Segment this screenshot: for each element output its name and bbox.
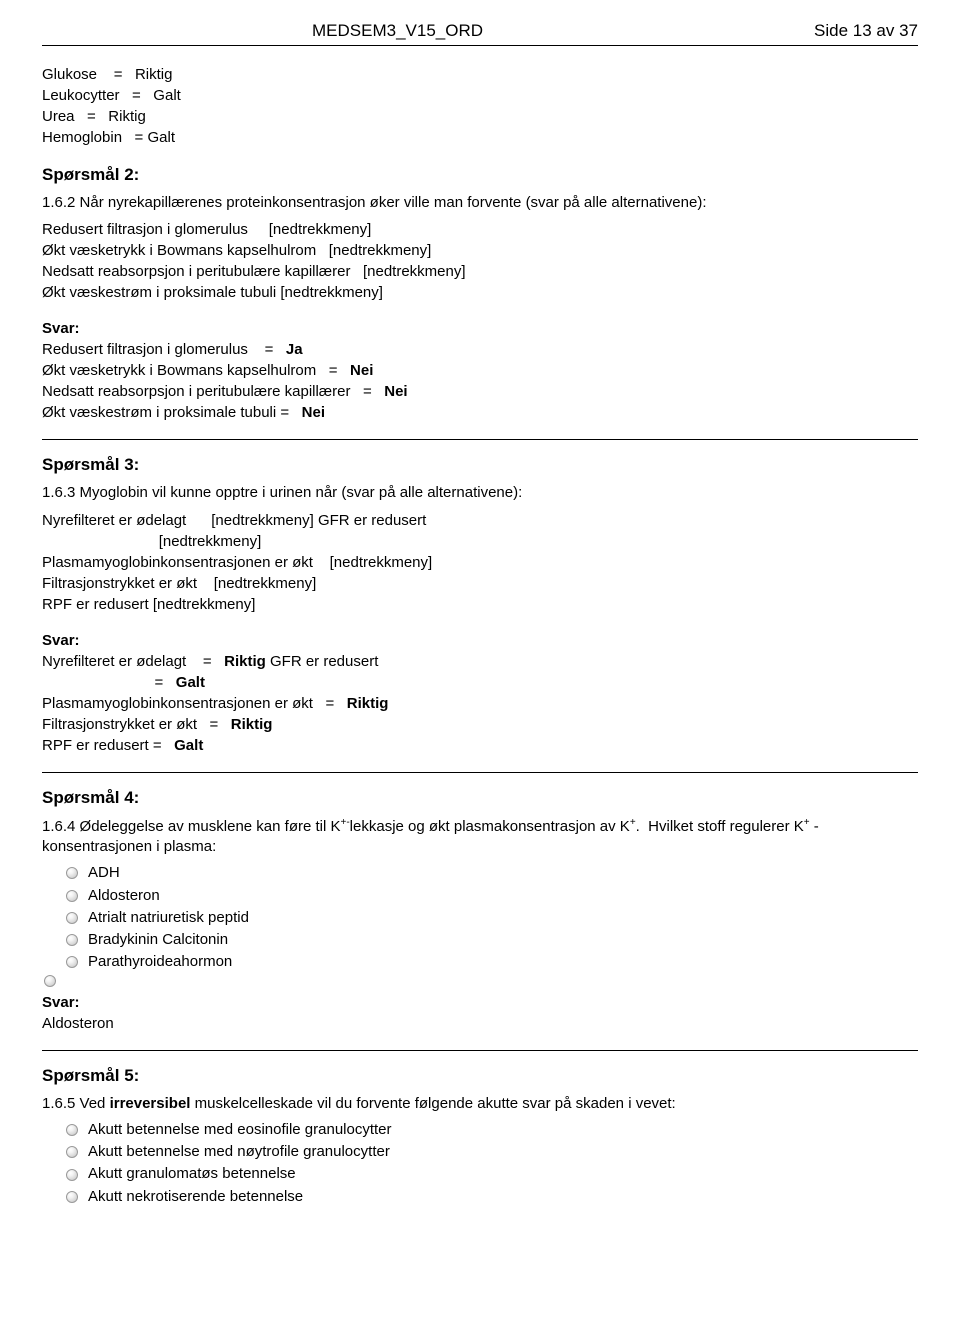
answer-line: Plasmamyoglobinkonsentrasjonen er økt = … bbox=[42, 693, 918, 714]
radio-option[interactable]: Akutt betennelse med eosinofile granuloc… bbox=[42, 1120, 918, 1140]
question-prompt: 1.6.5 Ved irreversibel muskelcelleskade … bbox=[42, 1094, 918, 1114]
answer-line: Filtrasjonstrykket er økt = Riktig bbox=[42, 714, 918, 735]
radio-option-blank[interactable] bbox=[42, 975, 918, 987]
answer-label: Svar: bbox=[42, 319, 918, 339]
option-line: RPF er redusert [nedtrekkmeny] bbox=[42, 594, 918, 615]
question-4: Spørsmål 4: 1.6.4 Ødeleggelse av musklen… bbox=[42, 787, 918, 1034]
radio-option[interactable]: Akutt nekrotiserende betennelse bbox=[42, 1187, 918, 1207]
section-divider bbox=[42, 1050, 918, 1051]
radio-option[interactable]: Parathyroideahormon bbox=[42, 952, 918, 972]
question-title: Spørsmål 4: bbox=[42, 787, 918, 810]
question-title: Spørsmål 2: bbox=[42, 164, 918, 187]
question-prompt: 1.6.3 Myoglobin vil kunne opptre i urine… bbox=[42, 483, 918, 503]
answer-label: Svar: bbox=[42, 631, 918, 651]
option-line: Økt væsketrykk i Bowmans kapselhulrom [n… bbox=[42, 240, 918, 261]
question-2: Spørsmål 2: 1.6.2 Når nyrekapillærenes p… bbox=[42, 164, 918, 423]
page-header: MEDSEM3_V15_ORD Side 13 av 37 bbox=[42, 20, 918, 43]
option-line: Økt væskestrøm i proksimale tubuli [nedt… bbox=[42, 282, 918, 303]
answer-line: Økt væsketrykk i Bowmans kapselhulrom = … bbox=[42, 360, 918, 381]
option-label: Akutt betennelse med eosinofile granuloc… bbox=[88, 1120, 392, 1140]
doc-id: MEDSEM3_V15_ORD bbox=[42, 20, 483, 43]
question-prompt: 1.6.2 Når nyrekapillærenes proteinkonsen… bbox=[42, 193, 918, 213]
header-divider bbox=[42, 45, 918, 46]
answer-line: Redusert filtrasjon i glomerulus = Ja bbox=[42, 339, 918, 360]
option-line: [nedtrekkmeny] bbox=[42, 531, 918, 552]
intro-line: Glukose = Riktig bbox=[42, 64, 918, 85]
option-label: Akutt betennelse med nøytrofile granuloc… bbox=[88, 1142, 390, 1162]
option-label: ADH bbox=[88, 863, 120, 883]
question-prompt: 1.6.4 Ødeleggelse av musklene kan føre t… bbox=[42, 816, 918, 858]
answer-value: Aldosteron bbox=[42, 1013, 918, 1034]
option-label: Atrialt natriuretisk peptid bbox=[88, 908, 249, 928]
option-line: Nedsatt reabsorpsjon i peritubulære kapi… bbox=[42, 261, 918, 282]
radio-option[interactable]: Atrialt natriuretisk peptid bbox=[42, 908, 918, 928]
radio-icon[interactable] bbox=[66, 956, 78, 968]
answer-line: = Galt bbox=[42, 672, 918, 693]
answer-line: Økt væskestrøm i proksimale tubuli = Nei bbox=[42, 402, 918, 423]
radio-option[interactable]: ADH bbox=[42, 863, 918, 883]
answer-line: Nedsatt reabsorpsjon i peritubulære kapi… bbox=[42, 381, 918, 402]
radio-options: ADH Aldosteron Atrialt natriuretisk pept… bbox=[42, 863, 918, 986]
radio-icon[interactable] bbox=[66, 1191, 78, 1203]
question-title: Spørsmål 5: bbox=[42, 1065, 918, 1088]
answer-line: Nyrefilteret er ødelagt = Riktig GFR er … bbox=[42, 651, 918, 672]
option-label: Bradykinin Calcitonin bbox=[88, 930, 228, 950]
page-number: Side 13 av 37 bbox=[814, 20, 918, 43]
radio-option[interactable]: Aldosteron bbox=[42, 886, 918, 906]
radio-icon[interactable] bbox=[66, 912, 78, 924]
radio-icon[interactable] bbox=[66, 867, 78, 879]
intro-line: Urea = Riktig bbox=[42, 106, 918, 127]
answer-label: Svar: bbox=[42, 993, 918, 1013]
option-line: Plasmamyoglobinkonsentrasjonen er økt [n… bbox=[42, 552, 918, 573]
radio-option[interactable]: Akutt granulomatøs betennelse bbox=[42, 1164, 918, 1184]
option-label: Akutt granulomatøs betennelse bbox=[88, 1164, 296, 1184]
option-line: Filtrasjonstrykket er økt [nedtrekkmeny] bbox=[42, 573, 918, 594]
option-line: Nyrefilteret er ødelagt [nedtrekkmeny] G… bbox=[42, 510, 918, 531]
option-line: Redusert filtrasjon i glomerulus [nedtre… bbox=[42, 219, 918, 240]
section-divider bbox=[42, 772, 918, 773]
radio-icon[interactable] bbox=[66, 934, 78, 946]
radio-option[interactable]: Bradykinin Calcitonin bbox=[42, 930, 918, 950]
radio-icon[interactable] bbox=[44, 975, 56, 987]
section-divider bbox=[42, 439, 918, 440]
intro-line: Hemoglobin = Galt bbox=[42, 127, 918, 148]
radio-option[interactable]: Akutt betennelse med nøytrofile granuloc… bbox=[42, 1142, 918, 1162]
radio-icon[interactable] bbox=[66, 890, 78, 902]
question-5: Spørsmål 5: 1.6.5 Ved irreversibel muske… bbox=[42, 1065, 918, 1207]
radio-icon[interactable] bbox=[66, 1124, 78, 1136]
answer-line: RPF er redusert = Galt bbox=[42, 735, 918, 756]
question-title: Spørsmål 3: bbox=[42, 454, 918, 477]
radio-icon[interactable] bbox=[66, 1169, 78, 1181]
intro-line: Leukocytter = Galt bbox=[42, 85, 918, 106]
option-label: Aldosteron bbox=[88, 886, 160, 906]
question-3: Spørsmål 3: 1.6.3 Myoglobin vil kunne op… bbox=[42, 454, 918, 755]
option-label: Parathyroideahormon bbox=[88, 952, 232, 972]
radio-options: Akutt betennelse med eosinofile granuloc… bbox=[42, 1120, 918, 1207]
option-label: Akutt nekrotiserende betennelse bbox=[88, 1187, 303, 1207]
intro-answers: Glukose = Riktig Leukocytter = Galt Urea… bbox=[42, 64, 918, 148]
radio-icon[interactable] bbox=[66, 1146, 78, 1158]
